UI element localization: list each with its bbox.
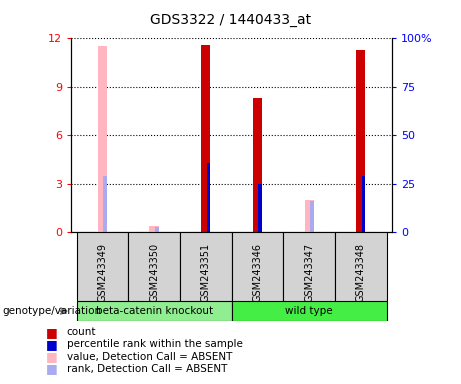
Bar	[149, 226, 159, 232]
Bar	[356, 50, 366, 232]
Bar	[259, 184, 262, 232]
Bar	[310, 201, 314, 232]
Text: ■: ■	[46, 350, 58, 363]
Bar	[231, 301, 387, 321]
Bar	[207, 162, 210, 232]
Text: count: count	[67, 327, 96, 337]
Text: wild type: wild type	[285, 306, 333, 316]
Text: GSM243346: GSM243346	[253, 243, 262, 302]
Bar	[305, 200, 314, 232]
Bar	[128, 232, 180, 301]
Bar	[231, 232, 284, 301]
Text: GSM243348: GSM243348	[356, 243, 366, 302]
Bar	[103, 176, 107, 232]
Text: GSM243347: GSM243347	[304, 243, 314, 302]
Bar	[180, 232, 231, 301]
Text: ■: ■	[46, 362, 58, 376]
Bar	[362, 176, 366, 232]
Text: GSM243350: GSM243350	[149, 243, 159, 302]
Bar	[335, 232, 387, 301]
Bar	[253, 98, 262, 232]
Bar	[77, 301, 231, 321]
Bar	[201, 45, 211, 232]
Text: ■: ■	[46, 338, 58, 351]
Text: genotype/variation: genotype/variation	[2, 306, 101, 316]
Text: GDS3322 / 1440433_at: GDS3322 / 1440433_at	[150, 13, 311, 27]
Text: GSM243349: GSM243349	[97, 243, 107, 302]
Bar	[77, 232, 128, 301]
Bar	[98, 46, 107, 232]
Text: rank, Detection Call = ABSENT: rank, Detection Call = ABSENT	[67, 364, 227, 374]
Text: percentile rank within the sample: percentile rank within the sample	[67, 339, 243, 349]
Text: GSM243351: GSM243351	[201, 243, 211, 302]
Text: beta-catenin knockout: beta-catenin knockout	[95, 306, 213, 316]
Text: ■: ■	[46, 326, 58, 339]
Text: value, Detection Call = ABSENT: value, Detection Call = ABSENT	[67, 352, 232, 362]
Bar	[155, 227, 159, 232]
Bar	[284, 232, 335, 301]
